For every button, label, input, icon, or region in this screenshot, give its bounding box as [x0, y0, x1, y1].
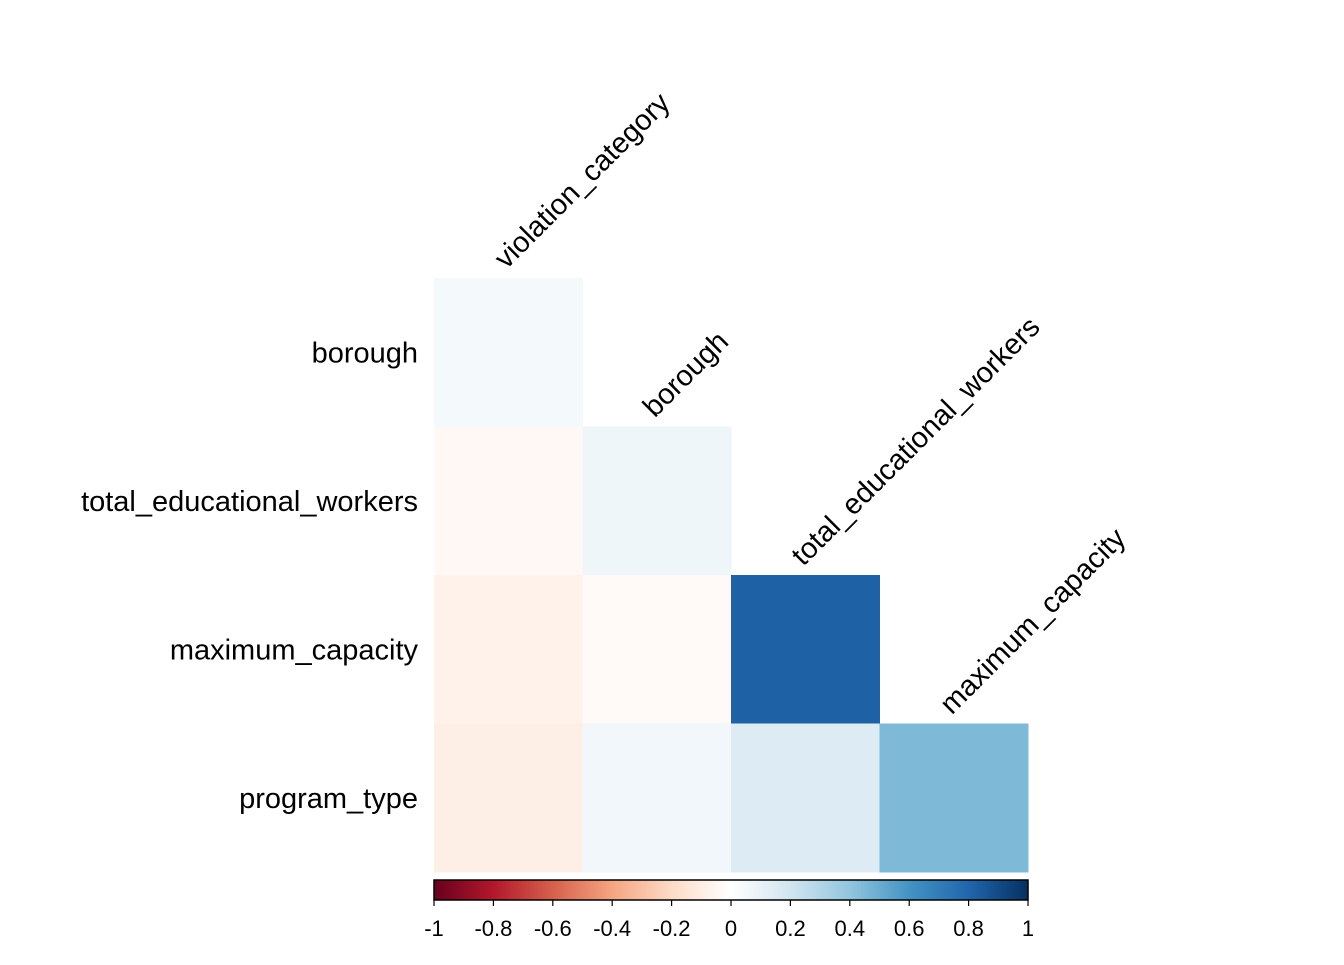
heatmap-cell: [434, 575, 583, 724]
column-label: violation_category: [489, 87, 677, 275]
column-label: total_educational_workers: [786, 311, 1047, 572]
heatmap-cell: [582, 723, 732, 873]
colorbar-tick-label: -0.2: [653, 916, 691, 941]
colorbar-tick-label: -1: [424, 916, 444, 941]
heatmap-cell: [731, 575, 880, 724]
heatmap-cell: [582, 575, 732, 724]
colorbar-tick-label: 1: [1022, 916, 1034, 941]
row-label: borough: [312, 337, 418, 369]
column-label: maximum_capacity: [934, 522, 1132, 720]
heatmap-cell: [434, 723, 583, 873]
colorbar-tick-label: -0.8: [474, 916, 512, 941]
colorbar-tick-label: 0.6: [894, 916, 925, 941]
colorbar-tick-label: 0: [725, 916, 737, 941]
row-label: program_type: [239, 783, 418, 815]
row-label: maximum_capacity: [170, 634, 419, 666]
colorbar: -1 -0.8 -0.6 -0.4 -0.2 0 0.2 0.4 0.6 0.8 1: [424, 879, 1034, 941]
colorbar-tick-label: -0.4: [593, 916, 631, 941]
colorbar-tick-label: 0.8: [953, 916, 984, 941]
row-labels: borough total_educational_workers maximum_…: [81, 337, 418, 815]
column-label: borough: [637, 326, 735, 424]
colorbar-tick-label: 0.2: [775, 916, 806, 941]
heatmap-cell: [879, 723, 1029, 873]
heatmap-cell: [582, 426, 732, 576]
colorbar-gradient: [433, 879, 1029, 901]
colorbar-tick-label: 0.4: [835, 916, 866, 941]
colorbar-ticks: -1 -0.8 -0.6 -0.4 -0.2 0 0.2 0.4 0.6 0.8 1: [424, 900, 1034, 941]
heatmap-cells: [434, 278, 1029, 873]
heatmap-cell: [434, 426, 583, 576]
heatmap-cell: [434, 278, 583, 427]
row-label: total_educational_workers: [81, 486, 418, 518]
heatmap-cell: [731, 723, 880, 873]
colorbar-tick-label: -0.6: [534, 916, 572, 941]
